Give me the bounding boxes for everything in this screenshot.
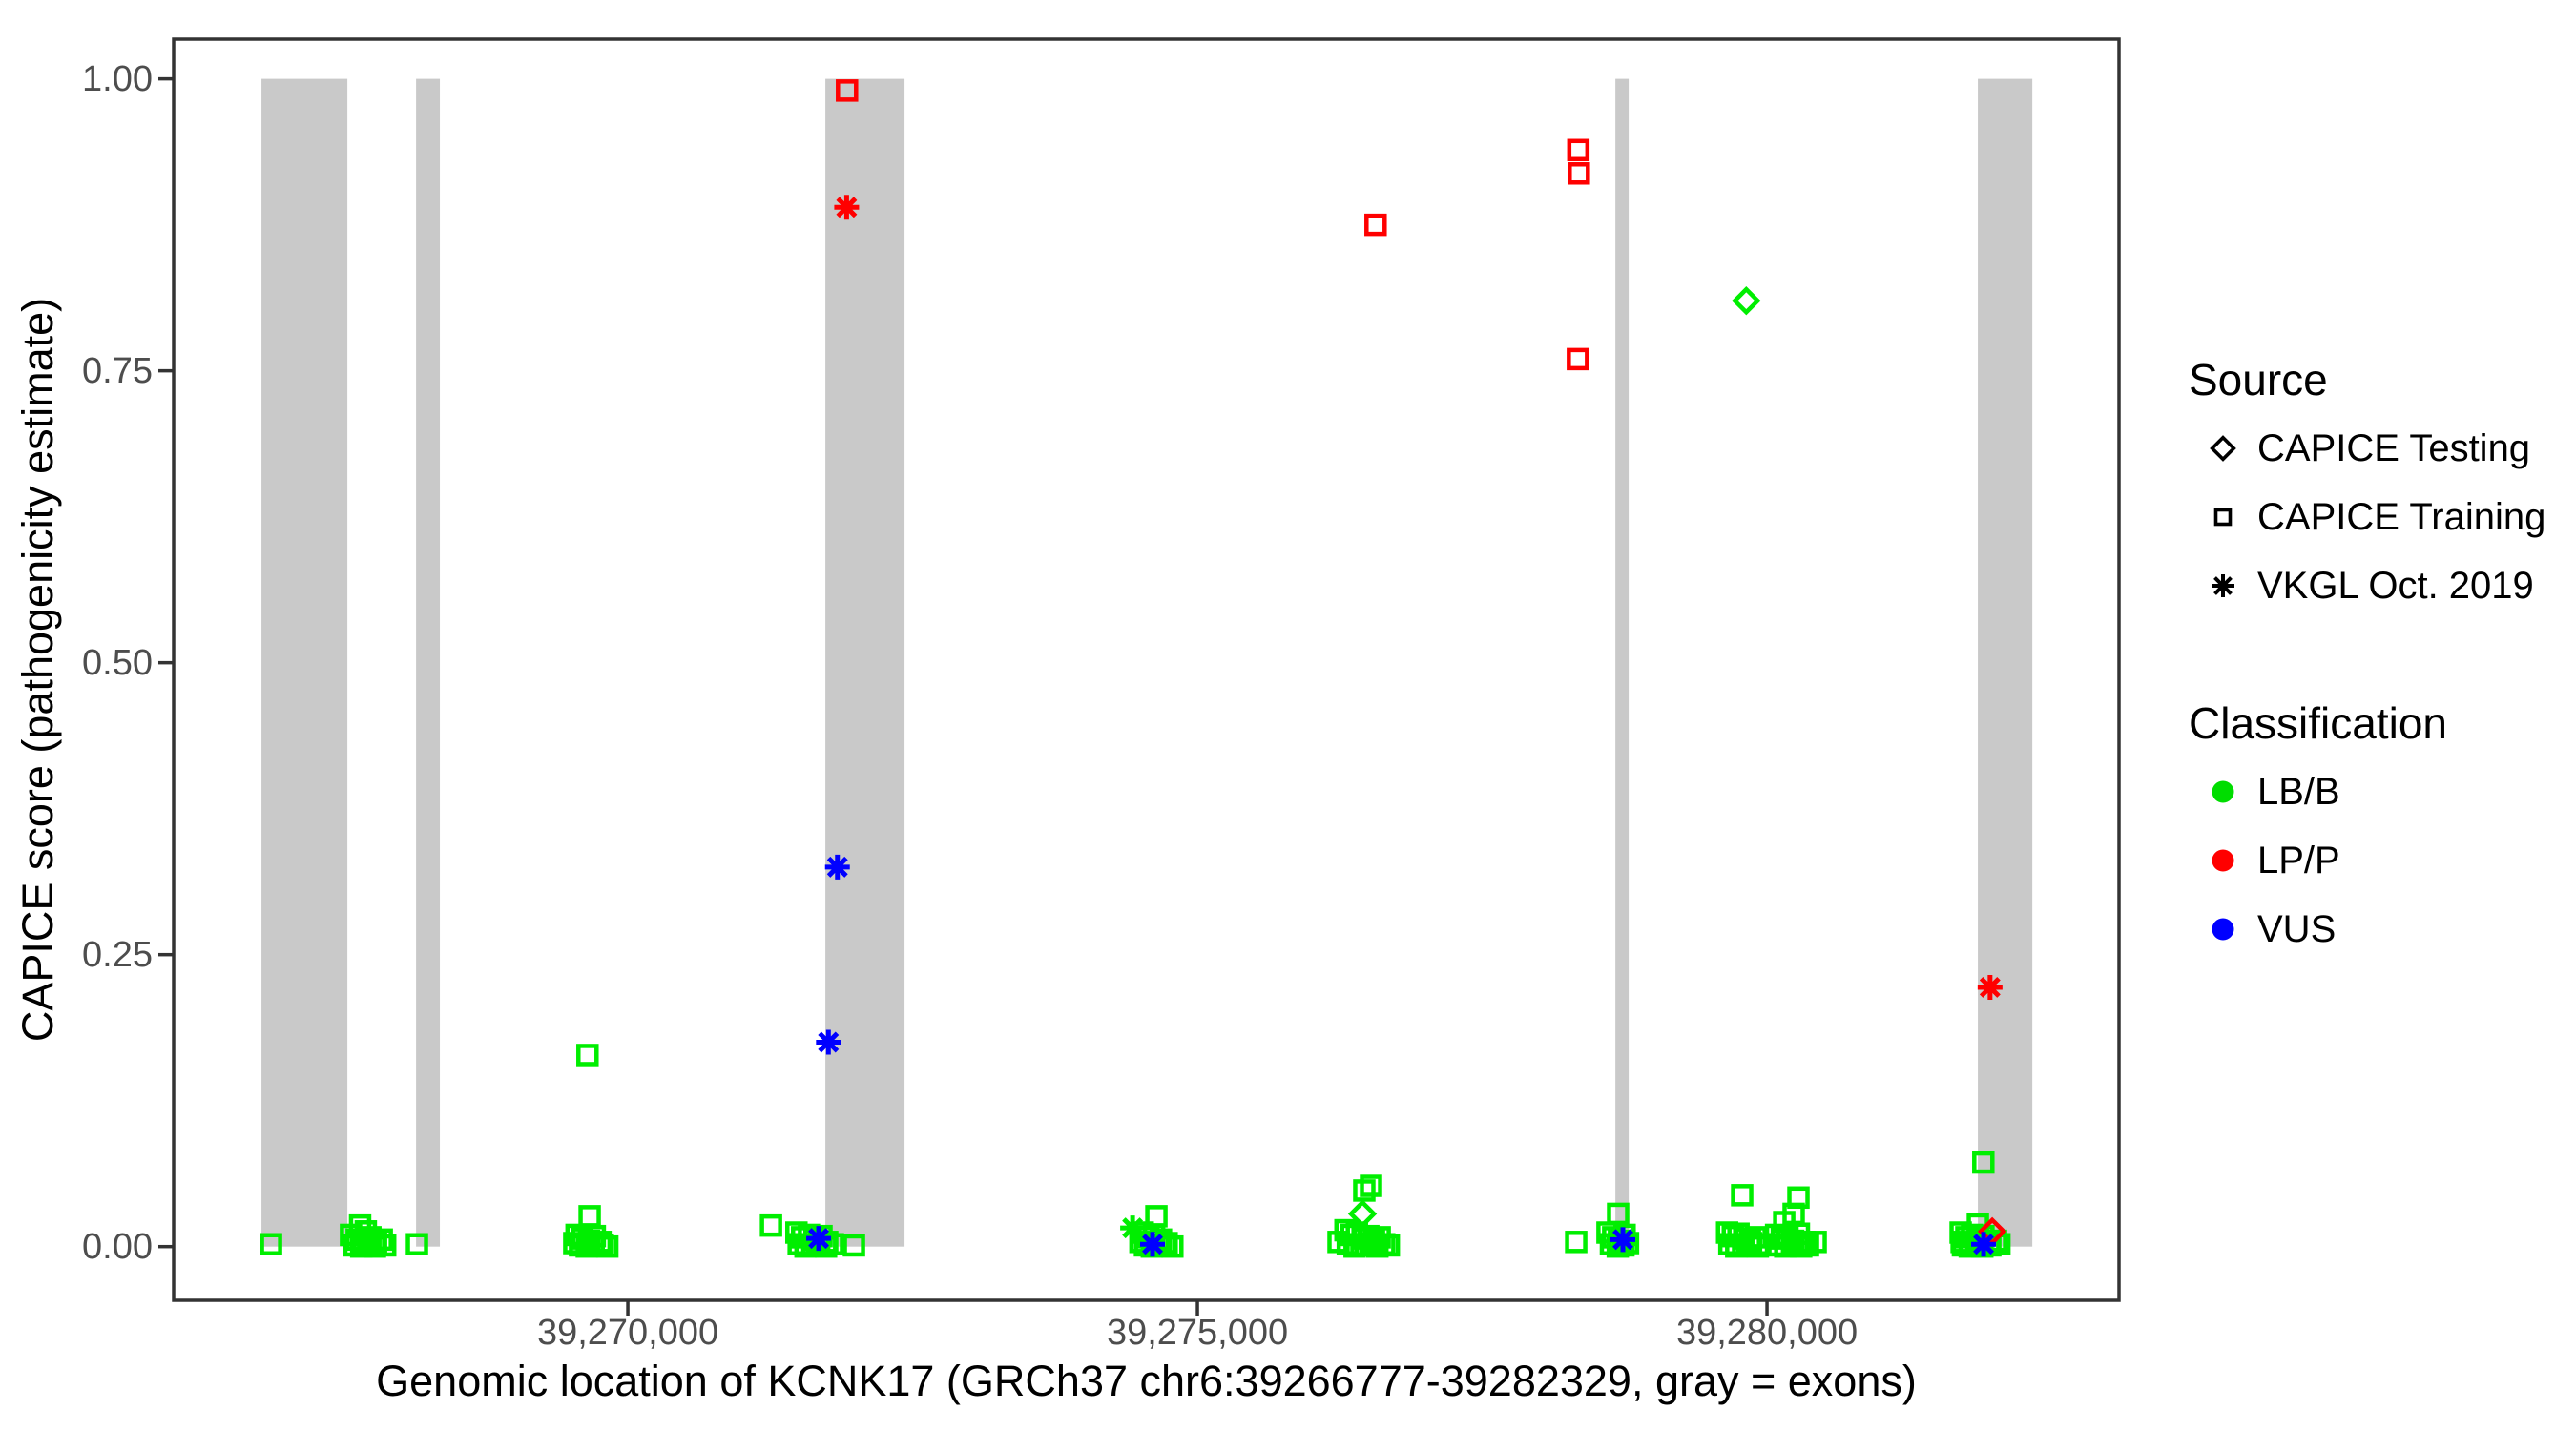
data-point-square (1972, 1151, 1995, 1174)
data-point-diamond (1977, 1216, 2007, 1246)
legend-source: Source CAPICE Testing CAPICE Training (2189, 355, 2570, 611)
legend-item-capice-testing: CAPICE Testing (2189, 424, 2570, 473)
data-point-square (1568, 162, 1590, 185)
exon-bar (416, 78, 441, 1247)
data-point-diamond (1732, 285, 1761, 316)
x-tick-label: 39,280,000 (1675, 1313, 1859, 1353)
data-point-square (575, 1234, 598, 1258)
asterisk-icon (2189, 561, 2257, 611)
data-point-asterisk (806, 1226, 832, 1252)
legend-item-capice-training: CAPICE Training (2189, 492, 2570, 542)
data-point-asterisk (1971, 1232, 1997, 1257)
y-tick-label: 0.75 (82, 350, 153, 391)
data-point-square (1774, 1234, 1797, 1258)
data-point-square (595, 1234, 619, 1258)
data-point-square (1746, 1234, 1770, 1258)
panel-border (172, 37, 2121, 1302)
data-point-diamond (1347, 1199, 1378, 1229)
data-point-asterisk (824, 854, 850, 880)
legend-item-vkgl: VKGL Oct. 2019 (2189, 561, 2570, 611)
legend-item-vus: VUS (2189, 904, 2570, 954)
data-point-asterisk (1610, 1227, 1636, 1253)
exon-bar (261, 78, 348, 1247)
data-point-square (589, 1231, 613, 1254)
data-point-asterisk (1977, 974, 2003, 1000)
data-point-asterisk (834, 195, 860, 220)
data-point-square (405, 1233, 428, 1255)
blue-dot-icon (2189, 904, 2257, 954)
data-point-square (842, 1234, 865, 1257)
y-tick-label: 1.00 (82, 58, 153, 99)
data-point-square (759, 1213, 782, 1237)
diamond-icon (2189, 424, 2257, 473)
data-point-square (836, 79, 859, 102)
legend-classification: Classification LB/B LP/P VUS (2189, 698, 2570, 954)
y-tick-label: 0.00 (82, 1226, 153, 1267)
data-point-square (1567, 138, 1590, 162)
x-tick-label: 39,275,000 (1106, 1313, 1289, 1353)
data-point-square (1717, 1233, 1741, 1255)
data-point-square (1377, 1234, 1401, 1257)
data-point-square (1731, 1184, 1754, 1207)
y-tick-label: 0.50 (82, 642, 153, 683)
legend-item-label: CAPICE Testing (2257, 426, 2531, 469)
exon-bar (1615, 78, 1630, 1247)
data-point-square (373, 1234, 397, 1257)
legend-item-lpp: LP/P (2189, 836, 2570, 885)
legend-item-label: VUS (2257, 907, 2337, 950)
legend-source-title: Source (2189, 355, 2328, 404)
legend-item-label: VKGL Oct. 2019 (2257, 564, 2534, 607)
y-tick-label: 0.25 (82, 934, 153, 975)
data-point-square (1364, 213, 1387, 237)
legend-item-label: LP/P (2257, 839, 2340, 881)
legend-item-label: CAPICE Training (2257, 495, 2546, 538)
legend-item-label: LB/B (2257, 770, 2340, 813)
data-point-square (1567, 347, 1589, 371)
data-point-square (1353, 1179, 1376, 1202)
data-point-square (578, 1205, 601, 1228)
square-icon (2189, 492, 2257, 542)
data-point-square (1365, 1234, 1389, 1258)
exon-bar (825, 78, 905, 1247)
red-dot-icon (2189, 836, 2257, 885)
data-point-square (1336, 1233, 1360, 1255)
data-point-square (260, 1233, 282, 1255)
data-point-asterisk (816, 1029, 841, 1055)
data-point-asterisk (1140, 1232, 1166, 1257)
data-point-asterisk (1120, 1215, 1146, 1241)
legend-item-lbb: LB/B (2189, 767, 2570, 817)
legend: Source CAPICE Testing CAPICE Training (2189, 355, 2570, 954)
data-point-square (1360, 1174, 1382, 1197)
exon-bar (1978, 78, 2033, 1247)
data-point-square (349, 1234, 373, 1258)
data-point-square (1804, 1231, 1827, 1254)
data-point-square (576, 1044, 599, 1067)
green-dot-icon (2189, 767, 2257, 817)
legend-classification-title: Classification (2189, 698, 2447, 748)
data-point-square (787, 1233, 810, 1255)
data-point-square (1565, 1231, 1588, 1254)
x-axis-title: Genomic location of KCNK17 (GRCh37 chr6:… (376, 1357, 1917, 1405)
x-tick-label: 39,270,000 (536, 1313, 719, 1353)
